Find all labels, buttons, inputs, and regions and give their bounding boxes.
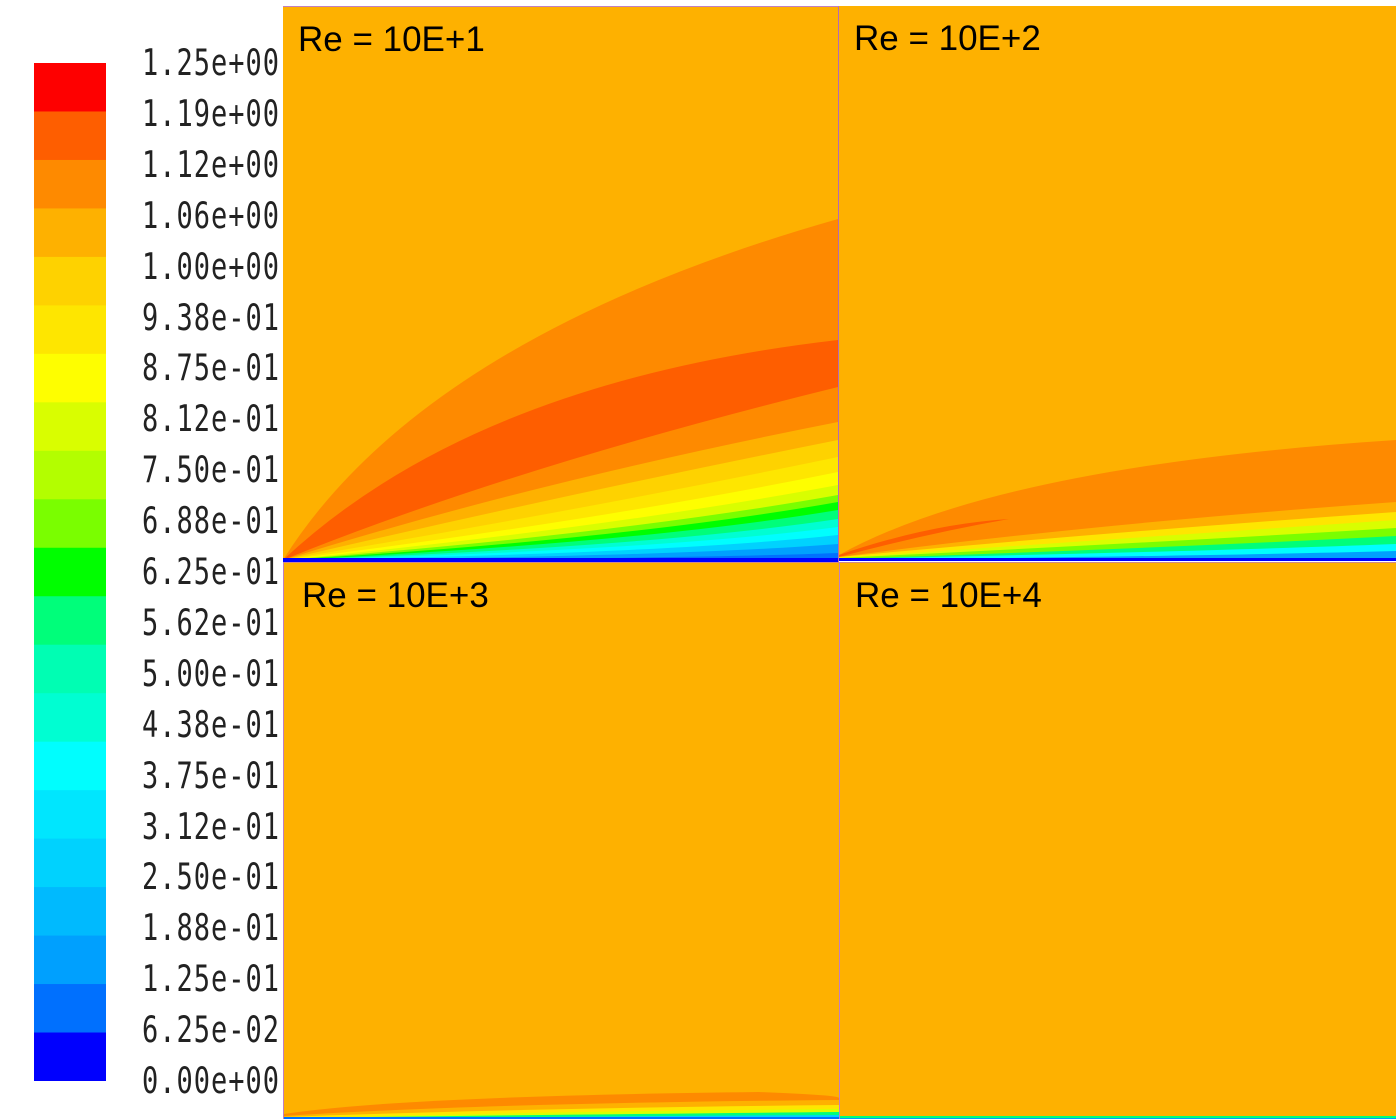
contour-band <box>283 558 838 562</box>
contour-panel-re-10e2: Re = 10E+2 <box>839 6 1396 561</box>
colorbar-swatch <box>34 1032 106 1081</box>
colorbar-tick-label: 3.75e-01 <box>142 755 281 798</box>
colorbar-swatch <box>34 547 106 597</box>
colorbar-swatch <box>34 499 106 549</box>
colorbar-swatch <box>34 256 106 306</box>
panel-label: Re = 10E+3 <box>302 576 489 615</box>
colorbar-swatch <box>34 790 106 840</box>
colorbar-swatch <box>34 111 106 161</box>
colorbar-tick-label: 1.12e+00 <box>142 144 281 187</box>
colorbar-swatch <box>34 402 106 452</box>
panel-label: Re = 10E+1 <box>298 20 485 59</box>
colorbar-swatch <box>34 63 106 113</box>
colorbar-swatch <box>34 984 106 1034</box>
contour-plot-re-10e1 <box>283 219 838 562</box>
contour-band <box>840 1116 1396 1118</box>
colorbar-tick-label: 6.25e-01 <box>142 551 281 594</box>
colorbar-swatch <box>34 353 106 403</box>
colorbar-swatch <box>34 887 106 937</box>
colorbar-swatch <box>34 208 106 258</box>
contour-plot-re-10e3 <box>284 1092 839 1119</box>
colorbar-swatch <box>34 935 106 985</box>
colorbar-swatch <box>34 159 106 210</box>
colorbar-tick-label: 9.38e-01 <box>142 297 281 339</box>
contour-panel-re-10e4: Re = 10E+4 <box>839 562 1396 1119</box>
contour-plot-re-10e2 <box>839 440 1396 561</box>
colorbar-swatch <box>34 450 106 500</box>
colorbar-swatch <box>34 741 106 791</box>
colorbar-tick-label: 1.00e+00 <box>142 246 281 289</box>
colorbar-tick-label: 2.50e-01 <box>142 856 281 899</box>
colorbar-tick-label: 8.12e-01 <box>142 398 281 441</box>
colorbar-tick-label: 6.88e-01 <box>142 500 281 543</box>
colorbar-tick-label: 5.62e-01 <box>142 602 281 645</box>
colorbar-tick-label: 4.38e-01 <box>142 704 281 747</box>
colorbar-tick-label: 6.25e-02 <box>142 1009 281 1052</box>
colorbar-ticks: 1.25e+00 1.19e+00 1.12e+00 1.06e+00 1.00e+00… <box>138 0 283 1119</box>
colorbar-swatch <box>34 693 106 743</box>
colorbar-swatch <box>34 596 106 646</box>
colorbar-tick-label: 3.12e-01 <box>142 806 281 848</box>
contour-plot-re-10e4 <box>840 1116 1396 1119</box>
contour-panel-re-10e1: Re = 10E+1 <box>283 6 839 562</box>
colorbar-swatch <box>34 644 106 694</box>
colorbar-tick-label: 1.25e-01 <box>142 958 281 1001</box>
contour-band <box>839 558 1396 561</box>
colorbar-tick-label: 7.50e-01 <box>142 449 281 492</box>
colorbar-tick-label: 8.75e-01 <box>142 347 281 390</box>
panel-label: Re = 10E+2 <box>854 19 1041 58</box>
colorbar-tick-label: 0.00e+00 <box>142 1060 281 1103</box>
contour-band <box>284 1117 839 1119</box>
colorbar-tick-label: 1.06e+00 <box>142 195 281 238</box>
colorbar-tick-label: 1.25e+00 <box>142 42 281 85</box>
colorbar <box>34 63 106 1081</box>
colorbar-swatch <box>34 305 106 355</box>
colorbar-tick-label: 5.00e-01 <box>142 653 281 696</box>
colorbar-swatch <box>34 838 106 888</box>
contour-panel-re-10e3: Re = 10E+3 <box>283 562 839 1119</box>
panel-label: Re = 10E+4 <box>855 576 1042 615</box>
colorbar-tick-label: 1.19e+00 <box>142 93 281 136</box>
colorbar-tick-label: 1.88e-01 <box>142 907 281 950</box>
